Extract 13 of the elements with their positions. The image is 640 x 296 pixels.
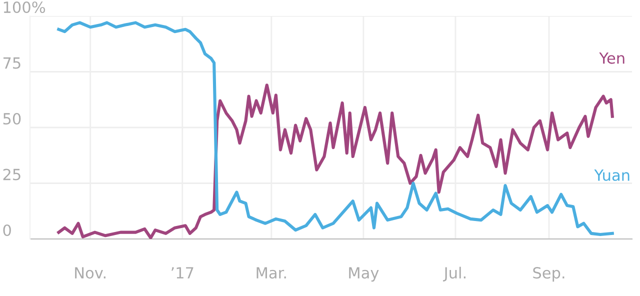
y-tick-label: 25: [3, 168, 20, 180]
y-tick-label: 50: [3, 112, 21, 125]
y-tick-label: 100%: [4, 1, 46, 14]
text: Yen: [599, 52, 624, 64]
y-tick-label: 0: [3, 224, 11, 236]
x-tick-label: Nov.: [75, 267, 106, 279]
x-tick-label: Jul.: [443, 266, 466, 282]
x-tick-label: Mar.: [256, 267, 286, 279]
text: Yuan: [594, 170, 630, 181]
y-tick-label: 75: [3, 57, 20, 69]
x-tick-label: May: [349, 267, 379, 282]
x-tick-label: ’17: [172, 267, 194, 278]
x-tick-label: Sep.: [533, 267, 564, 282]
